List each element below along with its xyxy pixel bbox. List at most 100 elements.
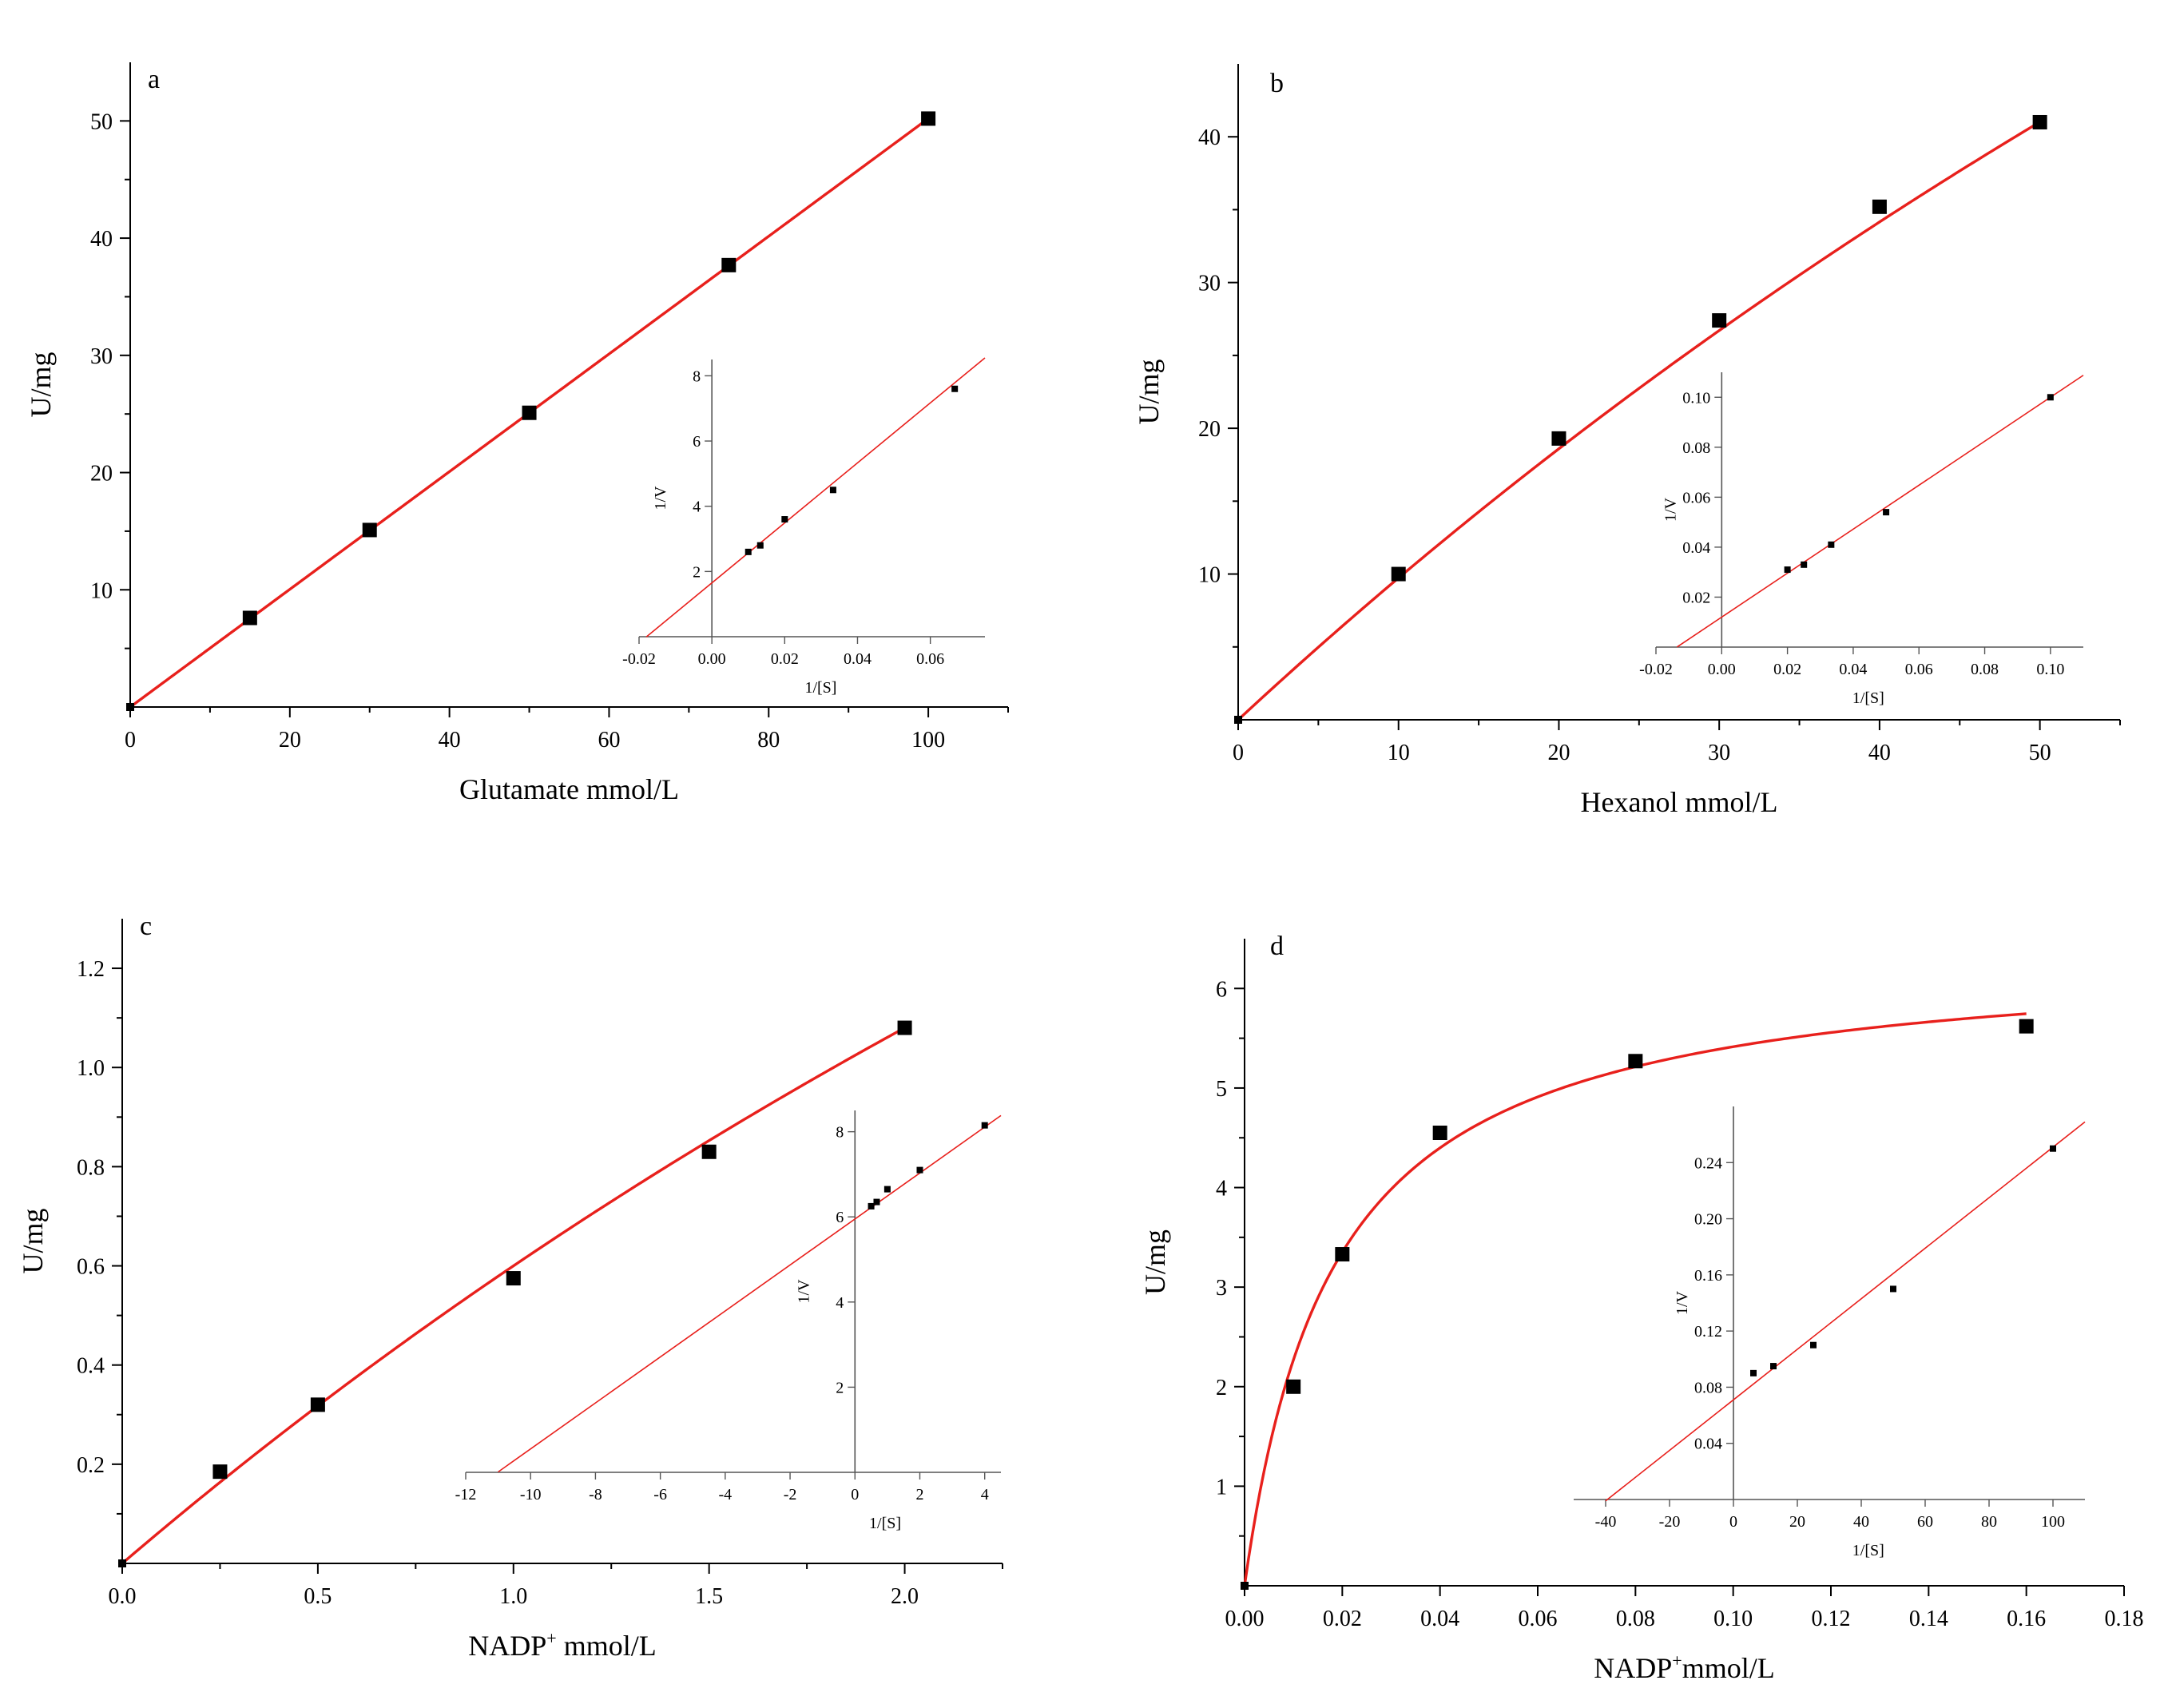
inset-x-axis-title: 1/[S] (804, 679, 836, 697)
inset-y-tick-label: 0.16 (1694, 1267, 1722, 1285)
x-axis-title-sup: + (1672, 1650, 1682, 1670)
y-axis-title: U/mg (17, 1208, 49, 1273)
inset-data-point (981, 1122, 988, 1129)
panel-a: 0 20 40 60 80 100 10 20 30 40 50 Glutamate mmol/L U/… (25, 62, 1009, 805)
y-axis-title: U/mg (25, 352, 57, 417)
data-point (897, 1020, 912, 1035)
inset-x-tick-label: 0.00 (698, 650, 726, 668)
inset-x-tick-label: -6 (653, 1486, 667, 1503)
x-tick-label: 40 (1868, 741, 1891, 765)
panel-label: b (1270, 69, 1284, 98)
y-axis-title: U/mg (1139, 1229, 1171, 1295)
data-point (1234, 716, 1242, 724)
x-tick-label: 0.12 (1812, 1607, 1851, 1631)
x-tick-label: 20 (1547, 741, 1570, 765)
inset-x-tick-label: 0.06 (1905, 661, 1933, 678)
data-point (1628, 1054, 1643, 1069)
inset-data-point (756, 542, 764, 549)
x-tick-label: 0.18 (2105, 1607, 2144, 1631)
inset-y-tick-label: 8 (836, 1124, 844, 1142)
inset-data-point (1784, 566, 1791, 574)
x-axis-title-base: NADP (468, 1630, 546, 1662)
inset-y-axis-title: 1/V (1662, 497, 1679, 522)
y-tick-label: 0.4 (77, 1354, 105, 1379)
x-tick-label: 2.0 (891, 1584, 919, 1609)
panel-label: a (148, 65, 160, 94)
x-tick-label: 0.08 (1616, 1607, 1655, 1631)
x-tick-label: 0.10 (1713, 1607, 1753, 1631)
inset-data-point (745, 548, 752, 555)
y-tick-label: 20 (1198, 417, 1221, 442)
y-axis-title: U/mg (1133, 359, 1165, 424)
inset-x-tick-label: -10 (520, 1486, 542, 1503)
inset-data-point (873, 1198, 880, 1206)
data-point (1241, 1582, 1249, 1590)
inset-x-tick-label: 0.04 (844, 650, 872, 668)
x-axis-title: Hexanol mmol/L (1581, 786, 1778, 818)
inset-x-tick-label: 0.08 (1971, 661, 1999, 678)
inset-x-tick-label: 60 (1917, 1513, 1933, 1531)
inset-y-axis-title: 1/V (1674, 1290, 1691, 1315)
inset-x-tick-label: 4 (981, 1486, 989, 1503)
inset-data-point (1810, 1341, 1817, 1349)
x-tick-label: 1.0 (499, 1584, 527, 1609)
inset-data-point (2047, 394, 2054, 401)
inset-y-tick-label: 0.12 (1694, 1323, 1722, 1341)
panel-label: c (140, 912, 152, 941)
inset-x-tick-label: 0.00 (1708, 661, 1736, 678)
panel-d: 0.00 0.02 0.04 0.06 0.08 0.10 0.12 0.14 0.16 0.18… (1139, 931, 2144, 1684)
inset-x-tick-label: -40 (1595, 1513, 1617, 1531)
x-tick-label: 0 (125, 728, 136, 753)
data-point (2032, 114, 2047, 129)
x-tick-label: 0 (1233, 741, 1244, 765)
inset-x-tick-label: 0.02 (1773, 661, 1801, 678)
inset-y-tick-label: 8 (693, 367, 701, 385)
inset-data-point (1750, 1369, 1757, 1376)
inset-plot: -40 -20 0 20 40 60 80 100 0.04 0.08 0.12 0.16 0.20 0.… (1574, 1106, 2086, 1559)
inset-fit-line (498, 1114, 1002, 1473)
inset-x-tick-label: 20 (1789, 1513, 1805, 1531)
inset-plot: -12 -10 -8 -6 -4 -2 0 2 4 2 4 6 8 1/[S] 1/V (455, 1110, 1002, 1532)
data-point (1286, 1379, 1301, 1394)
x-tick-label: 40 (439, 728, 461, 753)
x-axis-title-sup: + (546, 1628, 556, 1648)
y-tick-label: 10 (90, 578, 113, 603)
inset-fit-line (645, 357, 986, 638)
x-axis-title-rest: mmol/L (557, 1630, 657, 1662)
inset-x-tick-label: -4 (719, 1486, 733, 1503)
inset-data-point (868, 1202, 875, 1210)
x-tick-label: 30 (1708, 741, 1730, 765)
inset-y-tick-label: 6 (693, 433, 701, 451)
y-tick-label: 1.0 (77, 1056, 105, 1081)
inset-x-tick-label: -0.02 (622, 650, 656, 668)
x-axis-title: NADP+ mmol/L (468, 1628, 656, 1662)
data-point (242, 610, 257, 626)
inset-y-tick-label: 4 (693, 498, 701, 516)
x-tick-label: 0.0 (109, 1584, 137, 1609)
inset-y-tick-label: 0.20 (1694, 1211, 1722, 1229)
inset-data-point (1801, 561, 1808, 568)
inset-x-tick-label: 0.02 (771, 650, 799, 668)
inset-x-axis-title: 1/[S] (1852, 689, 1884, 707)
inset-x-axis-title: 1/[S] (1852, 1542, 1884, 1559)
inset-x-tick-label: -0.02 (1639, 661, 1673, 678)
inset-fit-line (1605, 1121, 2086, 1502)
inset-data-point (1890, 1285, 1896, 1293)
y-tick-label: 40 (90, 227, 113, 252)
y-tick-label: 10 (1198, 563, 1221, 588)
y-tick-label: 30 (1198, 272, 1221, 296)
y-tick-label: 30 (90, 344, 113, 369)
x-axis-title-base: NADP (1594, 1652, 1672, 1684)
data-point (1551, 431, 1566, 446)
inset-x-tick-label: 0.06 (916, 650, 944, 668)
fit-curve (1237, 121, 2041, 721)
inset-y-tick-label: 4 (836, 1294, 844, 1312)
y-tick-label: 20 (90, 462, 113, 487)
inset-x-axis-title: 1/[S] (869, 1515, 901, 1532)
inset-y-tick-label: 0.10 (1682, 389, 1710, 407)
inset-x-tick-label: 0 (851, 1486, 859, 1503)
inset-y-tick-label: 2 (836, 1379, 844, 1396)
inset-x-tick-label: 100 (2041, 1513, 2065, 1531)
inset-y-tick-label: 0.04 (1694, 1436, 1722, 1453)
